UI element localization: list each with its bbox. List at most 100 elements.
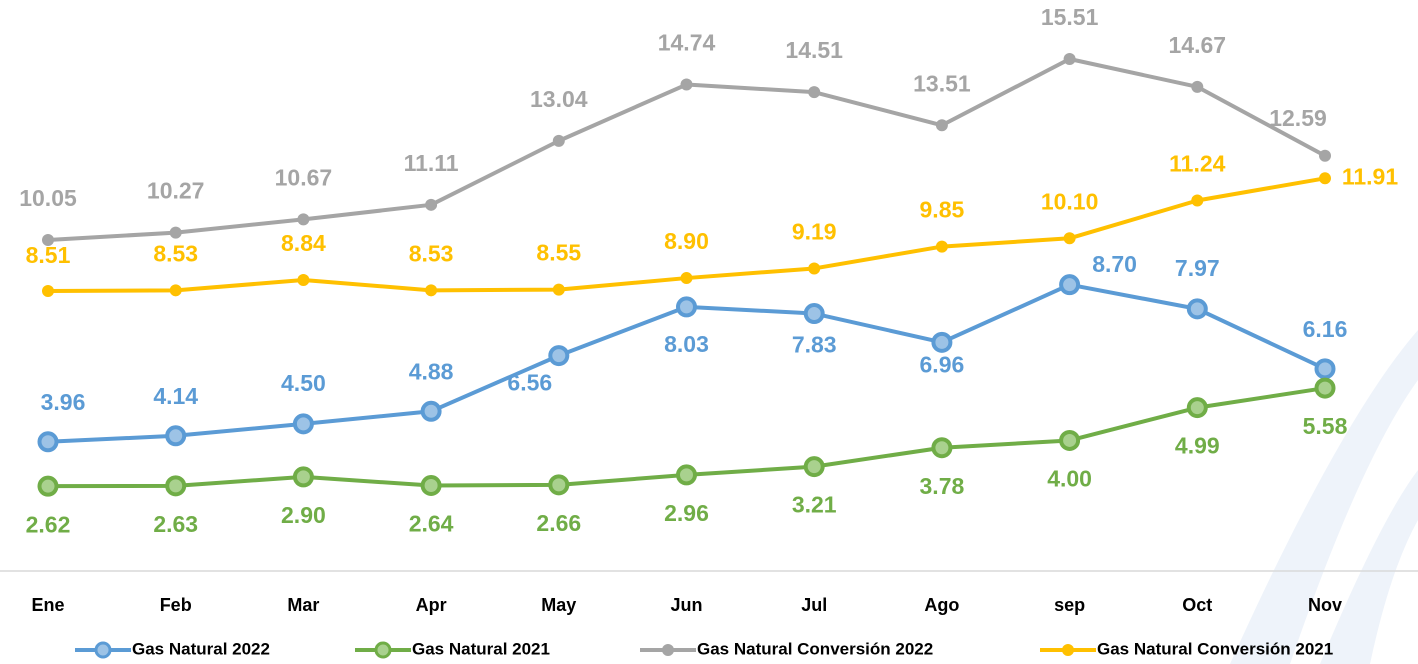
marker <box>931 331 953 353</box>
marker <box>425 198 438 211</box>
marker <box>1319 149 1331 162</box>
data-label: 8.55 <box>536 240 581 266</box>
data-label: 2.90 <box>281 502 326 528</box>
data-label: 10.05 <box>19 185 77 211</box>
marker <box>169 284 182 297</box>
marker <box>1191 80 1204 93</box>
data-label: 9.19 <box>792 219 837 245</box>
data-label: 4.88 <box>409 358 454 384</box>
x-tick-label: Feb <box>160 595 192 615</box>
x-tick-label: sep <box>1054 595 1085 615</box>
marker <box>165 475 187 497</box>
data-label: 6.96 <box>920 351 965 377</box>
data-label: 4.99 <box>1175 433 1220 459</box>
data-label: 2.62 <box>26 511 71 537</box>
x-tick-label: May <box>541 595 576 615</box>
marker <box>37 475 59 497</box>
data-label: 8.70 <box>1092 251 1137 277</box>
data-label: 6.16 <box>1303 316 1348 342</box>
x-tick-label: Ene <box>31 595 64 615</box>
data-label: 3.21 <box>792 492 837 518</box>
data-label: 8.84 <box>281 230 326 256</box>
data-label: 3.78 <box>920 473 965 499</box>
data-label: 6.56 <box>507 370 552 396</box>
data-label: 4.00 <box>1047 466 1092 492</box>
marker <box>1314 377 1336 399</box>
marker <box>935 240 948 253</box>
marker <box>548 345 570 367</box>
x-tick-label: Jul <box>801 595 827 615</box>
legend-marker <box>94 641 112 659</box>
data-label: 14.67 <box>1169 32 1227 58</box>
marker <box>935 119 948 132</box>
data-label: 15.51 <box>1041 4 1099 30</box>
marker <box>1059 274 1081 296</box>
data-label: 12.59 <box>1269 105 1327 131</box>
marker <box>37 431 59 453</box>
marker <box>42 284 54 297</box>
marker <box>292 413 314 435</box>
data-label: 2.64 <box>409 511 454 537</box>
marker <box>420 400 442 422</box>
data-label: 11.91 <box>1342 163 1398 189</box>
data-label: 13.04 <box>530 86 588 112</box>
legend-label: Gas Natural 2021 <box>412 639 550 658</box>
marker <box>680 78 693 91</box>
marker <box>1063 232 1076 245</box>
legend-label: Gas Natural Conversión 2022 <box>697 639 933 658</box>
marker <box>292 466 314 488</box>
marker <box>803 456 825 478</box>
data-label: 2.63 <box>153 511 198 537</box>
marker <box>169 226 182 239</box>
marker <box>297 213 310 226</box>
data-label: 4.50 <box>281 370 326 396</box>
data-label: 10.67 <box>275 164 333 190</box>
marker <box>548 474 570 496</box>
marker <box>676 296 697 318</box>
decor-arc <box>1320 470 1418 664</box>
marker <box>1186 397 1208 419</box>
data-label: 13.51 <box>913 70 971 96</box>
marker <box>297 274 310 287</box>
x-tick-label: Jun <box>670 595 702 615</box>
marker <box>680 272 693 285</box>
marker <box>808 86 821 99</box>
data-label: 9.85 <box>920 197 965 223</box>
marker <box>1191 194 1204 207</box>
marker <box>1063 53 1076 66</box>
data-label: 7.97 <box>1175 255 1220 281</box>
marker <box>1059 429 1081 451</box>
marker <box>1314 358 1336 380</box>
marker <box>425 284 438 297</box>
data-label: 8.53 <box>409 240 454 266</box>
data-label: 10.10 <box>1041 188 1099 214</box>
data-label: 8.53 <box>153 240 198 266</box>
marker <box>1319 172 1331 185</box>
data-label: 3.96 <box>41 389 86 415</box>
decor-arc <box>1230 330 1418 664</box>
legend-label: Gas Natural Conversión 2021 <box>1097 639 1333 658</box>
marker <box>676 464 697 486</box>
x-tick-label: Nov <box>1308 595 1342 615</box>
data-label: 14.74 <box>658 30 716 56</box>
x-tick-label: Apr <box>416 595 447 615</box>
x-tick-label: Oct <box>1182 595 1212 615</box>
data-label: 8.51 <box>26 242 71 268</box>
marker <box>808 262 821 275</box>
x-tick-label: Ago <box>924 595 959 615</box>
data-label: 11.11 <box>404 150 459 176</box>
legend-marker <box>374 641 392 659</box>
x-tick-label: Mar <box>287 595 319 615</box>
data-label: 8.90 <box>664 228 709 254</box>
data-label: 10.27 <box>147 178 205 204</box>
marker <box>552 283 565 296</box>
marker <box>931 437 953 459</box>
legend-marker <box>662 644 674 656</box>
marker <box>803 303 825 325</box>
data-label: 2.66 <box>536 510 581 536</box>
data-label: 14.51 <box>785 37 843 63</box>
legend-marker <box>1062 644 1074 656</box>
data-label: 11.24 <box>1169 151 1225 177</box>
